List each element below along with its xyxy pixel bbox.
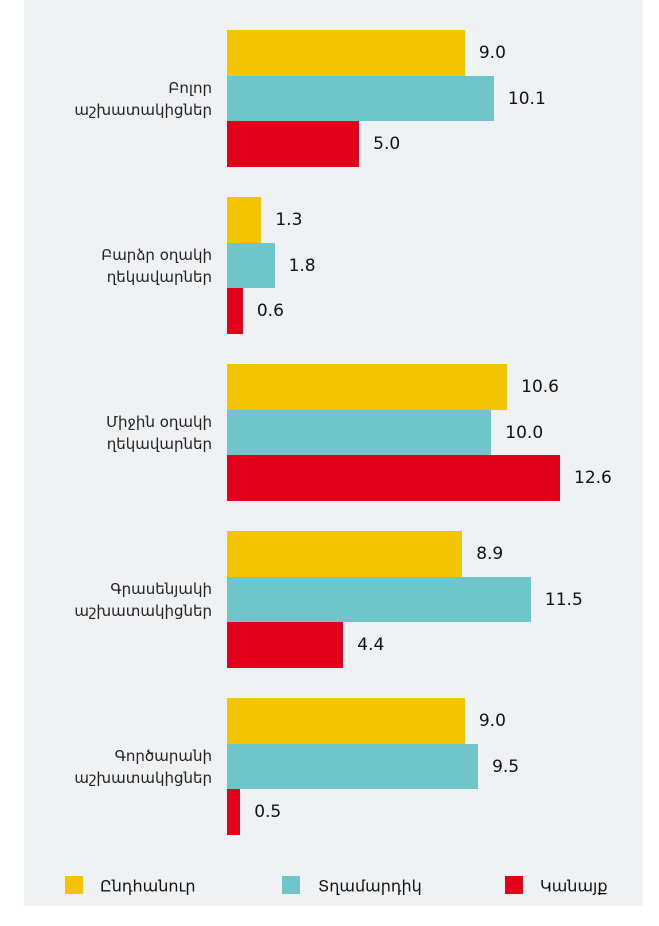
value-label: 8.9 xyxy=(476,543,504,564)
category-label: Միջին օղակի ղեկավարներ xyxy=(106,412,212,453)
value-label: 12.6 xyxy=(574,468,612,489)
bar xyxy=(227,622,344,669)
category-label: Բարձր օղակի ղեկավարներ xyxy=(101,245,212,286)
value-label: 0.5 xyxy=(254,802,282,823)
value-label: 9.0 xyxy=(478,42,506,63)
value-label: 4.4 xyxy=(357,635,385,656)
bar xyxy=(227,30,465,76)
bar xyxy=(227,75,494,122)
bar xyxy=(227,576,531,623)
bar xyxy=(227,743,479,790)
value-label: 10.6 xyxy=(521,376,559,397)
bar xyxy=(227,364,508,410)
value-label: 9.5 xyxy=(492,756,520,777)
value-label: 11.5 xyxy=(544,589,583,610)
bar xyxy=(227,455,560,502)
legend-label: Ընդհանուր xyxy=(100,876,196,896)
legend-label: Կանայք xyxy=(540,876,608,896)
legend-swatch xyxy=(505,876,523,894)
category-label: Գործարանի աշխատակիցներ xyxy=(74,746,212,787)
bar xyxy=(227,242,275,289)
value-label: 0.6 xyxy=(256,301,284,322)
value-label: 1.8 xyxy=(288,255,316,276)
bar xyxy=(227,698,465,744)
legend-label: Տղամարդիկ xyxy=(318,876,422,896)
bar xyxy=(227,409,492,456)
value-label: 10.0 xyxy=(505,422,544,443)
category-label: Գրասենյակի աշխատակիցներ xyxy=(74,579,212,620)
value-label: 9.0 xyxy=(478,710,506,731)
legend-swatch xyxy=(65,876,83,894)
value-label: 1.3 xyxy=(275,209,303,230)
value-label: 10.1 xyxy=(507,88,546,109)
bar xyxy=(227,121,360,168)
legend-swatch xyxy=(282,876,300,894)
value-label: 5.0 xyxy=(373,134,401,155)
bar xyxy=(227,197,262,243)
bar xyxy=(227,531,463,577)
bar xyxy=(227,789,241,836)
bar xyxy=(227,288,243,335)
category-label: Բոլոր աշխատակիցներ xyxy=(74,78,212,119)
